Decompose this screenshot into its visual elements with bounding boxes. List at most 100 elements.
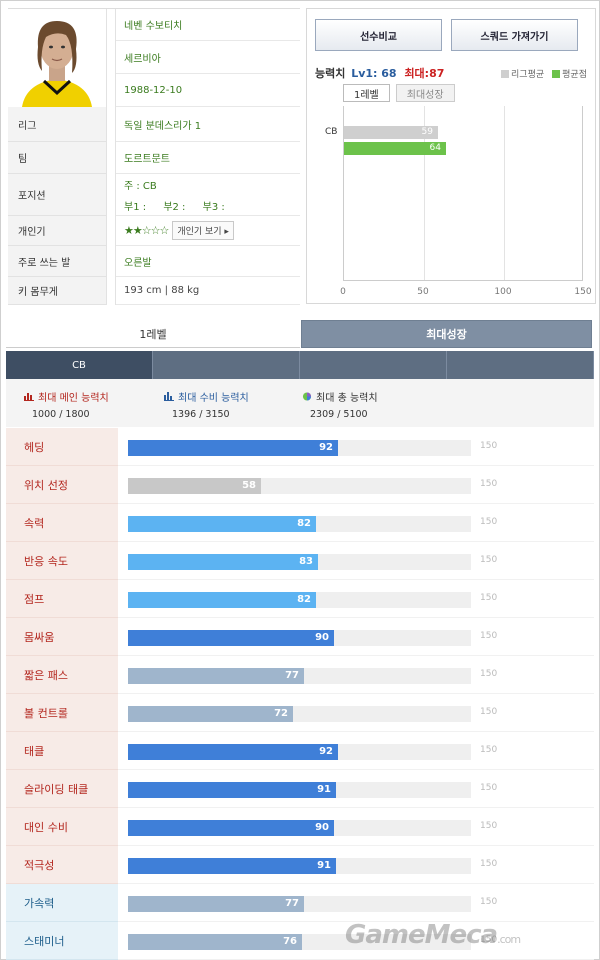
stat-row: 대인 수비 90 150	[6, 808, 594, 846]
ability-label: 능력치	[315, 67, 346, 80]
row-divider	[118, 845, 594, 846]
tab-max-growth-big[interactable]: 최대성장	[301, 320, 592, 348]
ability-summary: 최대 메인 능력치 1000 / 1800 최대 수비 능력치 1396 / 3…	[6, 379, 594, 427]
chart-gridline	[424, 106, 425, 280]
stat-max: 150	[480, 631, 498, 641]
stat-row: 적극성 91 150	[6, 846, 594, 884]
stat-row: 반응 속도 83 150	[6, 542, 594, 580]
summary-defense: 최대 수비 능력치 1396 / 3150	[164, 389, 249, 420]
stat-row: 헤딩 92 150	[6, 428, 594, 466]
stat-bar: 77	[128, 668, 304, 684]
position-tab-4[interactable]	[447, 351, 594, 379]
stat-label: 점프	[6, 580, 118, 618]
stat-max: 150	[480, 555, 498, 565]
stat-track: 72	[128, 706, 471, 722]
chart-tabs: 1레벨 최대성장	[343, 84, 455, 102]
stat-bar: 76	[128, 934, 302, 950]
stat-rows: 헤딩 92 150 위치 선정 58 150 속력 82 150 반응 속도 83 150 점프 82 15…	[6, 428, 594, 960]
compare-player-button[interactable]: 선수비교	[315, 19, 442, 51]
info-label-skill: 개인기	[8, 216, 106, 246]
stat-track: 77	[128, 668, 471, 684]
stat-label: 태클	[6, 732, 118, 770]
stat-label: 짧은 패스	[6, 656, 118, 694]
bar-chart-red-icon	[24, 393, 34, 401]
ability-header: 능력치 Lv1: 68 최대:87	[315, 65, 444, 81]
info-value-skill: ★★☆☆☆ 개인기 보기 ▸	[116, 216, 300, 246]
player-photo	[8, 9, 106, 107]
stat-max: 150	[480, 821, 498, 831]
stat-label: 스태미너	[6, 922, 118, 960]
stat-row: 몸싸움 90 150	[6, 618, 594, 656]
stat-max: 150	[480, 897, 498, 907]
stat-row: 슬라이딩 태클 91 150	[6, 770, 594, 808]
info-value-position: 주 : CB 부1 : 부2 : 부3 :	[116, 174, 300, 216]
row-divider	[118, 921, 594, 922]
chart-x-tick: 0	[340, 287, 346, 297]
stat-max: 150	[480, 441, 498, 451]
stat-max: 150	[480, 593, 498, 603]
row-divider	[118, 541, 594, 542]
skill-view-button[interactable]: 개인기 보기 ▸	[172, 221, 234, 240]
take-squad-button[interactable]: 스쿼드 가져가기	[451, 19, 578, 51]
level-tabs: 1레벨 최대성장	[6, 320, 592, 348]
row-divider	[118, 807, 594, 808]
ability-panel: 선수비교 스쿼드 가져가기 능력치 Lv1: 68 최대:87 리그평균 평균점…	[306, 8, 596, 304]
stat-track: 83	[128, 554, 471, 570]
stat-bar: 82	[128, 516, 316, 532]
stat-label: 반응 속도	[6, 542, 118, 580]
chart-x-tick: 150	[574, 287, 592, 297]
tab-level1-big[interactable]: 1레벨	[6, 320, 300, 348]
row-divider	[118, 655, 594, 656]
stat-max: 150	[480, 479, 498, 489]
tab-level1[interactable]: 1레벨	[343, 84, 390, 102]
sub-position-3: 부3 :	[202, 201, 225, 213]
stat-max: 150	[480, 783, 498, 793]
stat-label: 헤딩	[6, 428, 118, 466]
info-value-team: 도르트문트	[116, 142, 300, 174]
stat-max: 150	[480, 935, 498, 945]
stat-track: 58	[128, 478, 471, 494]
stat-bar: 92	[128, 744, 338, 760]
stat-track: 92	[128, 744, 471, 760]
stat-row: 짧은 패스 77 150	[6, 656, 594, 694]
tab-max-growth[interactable]: 최대성장	[395, 84, 455, 102]
player-nationality: 세르비아	[116, 41, 300, 74]
bar-chart-blue-icon	[164, 392, 174, 401]
stat-label: 속력	[6, 504, 118, 542]
watermark-suffix: .com	[497, 933, 521, 946]
stat-track: 90	[128, 820, 471, 836]
position-tab-3[interactable]	[300, 351, 447, 379]
position-tab-1[interactable]: CB	[6, 351, 153, 379]
summary-main-label: 최대 메인 능력치	[38, 393, 109, 404]
info-divider	[106, 9, 116, 305]
stat-bar: 77	[128, 896, 304, 912]
watermark-brand: GameMeca	[345, 920, 498, 950]
stat-max: 150	[480, 859, 498, 869]
chart-x-tick: 100	[494, 287, 512, 297]
player-name: 네벤 수보티치	[116, 9, 300, 41]
ability-chart: 59 64	[343, 106, 583, 281]
legend-league: 리그평균	[501, 67, 544, 80]
stat-bar: 83	[128, 554, 318, 570]
chart-bar-avg: 64	[344, 142, 446, 155]
stat-label: 적극성	[6, 846, 118, 884]
position-tab-2[interactable]	[153, 351, 300, 379]
legend-league-label: 리그평균	[511, 70, 545, 80]
player-birth: 1988-12-10	[116, 74, 300, 107]
stat-row: 점프 82 150	[6, 580, 594, 618]
legend-avg-label: 평균점	[562, 70, 587, 80]
stat-track: 82	[128, 592, 471, 608]
gamemeca-watermark: GameMeca.com	[345, 920, 521, 950]
stat-row: 볼 컨트롤 72 150	[6, 694, 594, 732]
info-label-foot: 주로 쓰는 발	[8, 246, 106, 277]
row-divider	[118, 693, 594, 694]
stat-label: 볼 컨트롤	[6, 694, 118, 732]
row-divider	[118, 617, 594, 618]
stat-row: 가속력 77 150	[6, 884, 594, 922]
main-position: 주 : CB	[124, 180, 157, 192]
stat-track: 91	[128, 782, 471, 798]
stat-bar: 82	[128, 592, 316, 608]
chart-legend: 리그평균 평균점	[501, 67, 587, 80]
info-label-position: 포지션	[8, 174, 106, 216]
row-divider	[118, 465, 594, 466]
